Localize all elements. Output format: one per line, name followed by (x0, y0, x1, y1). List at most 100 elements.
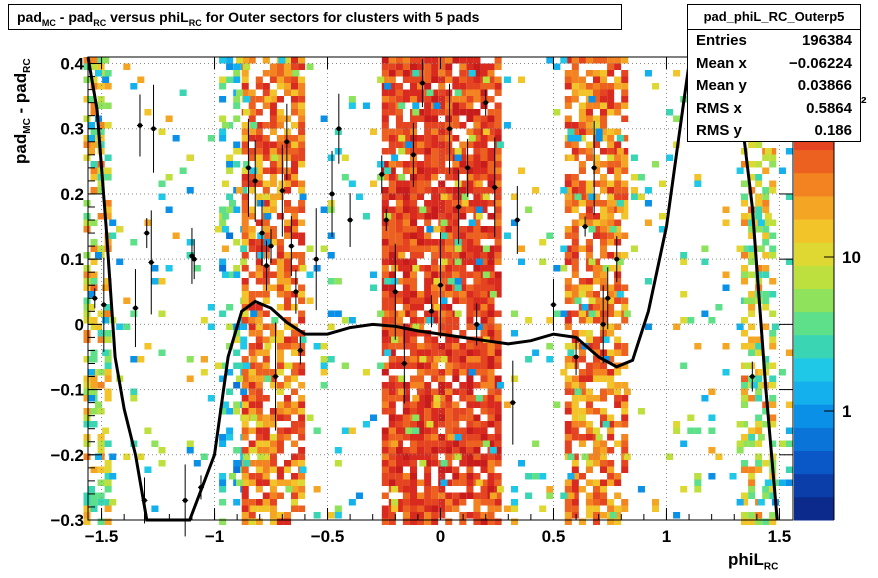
heatmap-cell (701, 245, 709, 252)
heatmap-cell (298, 206, 306, 213)
heatmap-cell (313, 265, 321, 272)
heatmap-cell (395, 343, 403, 350)
heatmap-cell (424, 512, 432, 519)
heatmap-cell (785, 427, 793, 434)
heatmap-cell (431, 486, 439, 493)
heatmap-cell (291, 375, 299, 382)
heatmap-cell (291, 213, 299, 220)
heatmap-cell (417, 453, 425, 460)
heatmap-cell (511, 193, 519, 200)
heatmap-cell (585, 265, 593, 272)
heatmap-cell (219, 83, 227, 90)
heatmap-cell (104, 310, 112, 317)
heatmap-cell (518, 460, 526, 467)
heatmap-cell (621, 200, 629, 207)
heatmap-cell (83, 57, 91, 64)
heatmap-cell (104, 486, 112, 493)
heatmap-cell (459, 167, 467, 174)
heatmap-cell (410, 408, 418, 415)
heatmap-cell (452, 356, 460, 363)
heatmap-cell (480, 323, 488, 330)
heatmap-cell (264, 239, 272, 246)
heatmap-cell (748, 336, 756, 343)
heatmap-cell (466, 297, 474, 304)
heatmap-cell (284, 375, 292, 382)
heatmap-cell (593, 375, 601, 382)
heatmap-cell (381, 70, 389, 77)
profile-point (392, 289, 398, 295)
heatmap-cell (440, 297, 448, 304)
heatmap-cell (741, 466, 749, 473)
heatmap-cell (388, 239, 396, 246)
heatmap-cell (466, 395, 474, 402)
heatmap-cell (452, 349, 460, 356)
heatmap-cell (431, 161, 439, 168)
heatmap-cell (355, 193, 363, 200)
heatmap-cell (600, 453, 608, 460)
heatmap-cell (291, 252, 299, 259)
heatmap-cell (291, 486, 299, 493)
heatmap-cell (607, 414, 615, 421)
heatmap-cell (262, 232, 270, 239)
heatmap-cell (402, 297, 410, 304)
heatmap-cell (388, 128, 396, 135)
heatmap-cell (104, 213, 112, 220)
heatmap-cell (480, 96, 488, 103)
heatmap-cell (424, 362, 432, 369)
heatmap-cell (452, 206, 460, 213)
heatmap-cell (395, 460, 403, 467)
heatmap-cell (769, 375, 777, 382)
heatmap-cell (97, 518, 105, 525)
heatmap-cell (452, 336, 460, 343)
heatmap-cell (459, 395, 467, 402)
heatmap-cell (431, 206, 439, 213)
heatmap-cell (395, 356, 403, 363)
heatmap-cell (219, 486, 227, 493)
heatmap-cell (466, 76, 474, 83)
heatmap-cell (466, 252, 474, 259)
heatmap-cell (90, 187, 98, 194)
heatmap-cell (248, 291, 256, 298)
heatmap-cell (715, 453, 723, 460)
heatmap-cell (459, 499, 467, 506)
heatmap-cell (447, 278, 455, 285)
heatmap-cell (262, 154, 270, 161)
heatmap-cell (748, 492, 756, 499)
heatmap-cell (402, 284, 410, 291)
heatmap-cell (459, 349, 467, 356)
heatmap-cell (487, 388, 495, 395)
heatmap-cell (219, 115, 227, 122)
heatmap-cell (395, 291, 403, 298)
heatmap-cell (630, 187, 638, 194)
heatmap-cell (395, 193, 403, 200)
heatmap-cell (431, 115, 439, 122)
heatmap-cell (607, 167, 615, 174)
heatmap-cell (614, 57, 622, 64)
heatmap-cell (276, 362, 284, 369)
heatmap-cell (241, 128, 249, 135)
heatmap-cell (785, 440, 793, 447)
heatmap-cell (621, 102, 629, 109)
heatmap-cell (571, 89, 579, 96)
heatmap-cell (395, 473, 403, 480)
heatmap-cell (291, 102, 299, 109)
heatmap-cell (574, 193, 582, 200)
heatmap-cell (593, 180, 601, 187)
heatmap-cell (348, 102, 356, 109)
heatmap-cell (564, 343, 572, 350)
heatmap-cell (320, 382, 328, 389)
heatmap-cell (186, 440, 194, 447)
heatmap-cell (388, 447, 396, 454)
heatmap-cell (466, 382, 474, 389)
heatmap-cell (445, 226, 453, 233)
heatmap-cell (494, 362, 502, 369)
heatmap-cell (466, 466, 474, 473)
heatmap-cell (284, 317, 292, 324)
heatmap-cell (701, 395, 709, 402)
heatmap-cell (593, 427, 601, 434)
heatmap-cell (424, 499, 432, 506)
profile-point (401, 361, 407, 366)
heatmap-cell (607, 291, 615, 298)
heatmap-cell (571, 427, 579, 434)
heatmap-cell (475, 213, 483, 220)
